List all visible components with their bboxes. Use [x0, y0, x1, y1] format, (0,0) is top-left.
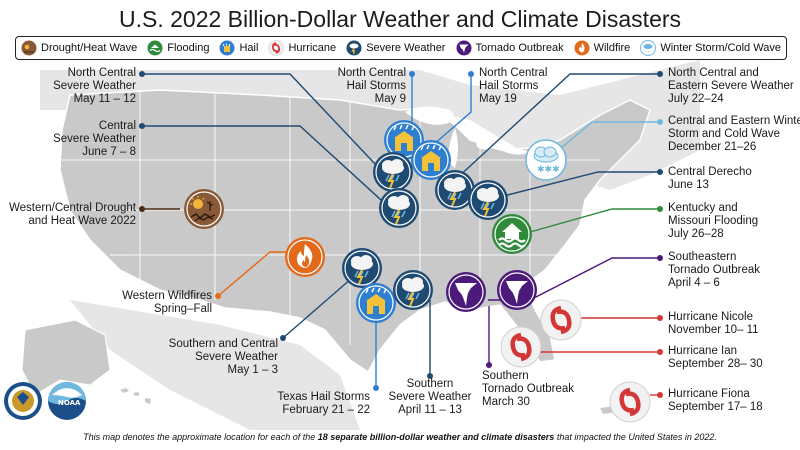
- severe-weather-icon-southern: [392, 269, 434, 311]
- legend-winter-storm-label: Winter Storm/Cold Wave: [660, 42, 781, 54]
- legend-flooding: Flooding: [147, 40, 209, 56]
- drought-icon-western: [183, 188, 225, 230]
- tornado-icon-southeastern: [496, 269, 538, 311]
- flood-icon-ky-mo: [490, 212, 534, 256]
- legend-severe-weather: Severe Weather: [346, 40, 445, 56]
- legend-tornado-label: Tornado Outbreak: [475, 42, 564, 54]
- label-southern-severe: Southern Severe Weather April 11 – 13: [388, 378, 472, 416]
- severe-weather-icon-southern-central: [341, 247, 383, 289]
- legend-drought-label: Drought/Heat Wave: [41, 42, 138, 54]
- label-ky-mo-flood: Kentucky and Missouri Flooding July 26–28: [668, 202, 759, 240]
- hurricane-icon-nicole: [541, 300, 581, 340]
- label-hurricane-fiona: Hurricane Fiona September 17– 18: [668, 388, 763, 413]
- label-se-tornado: Southeastern Tornado Outbreak April 4 – 6: [668, 251, 761, 289]
- commerce-seal-logo: [4, 382, 42, 420]
- legend-hail-label: Hail: [239, 42, 259, 54]
- svg-text:* * *: * * *: [645, 49, 652, 54]
- label-southern-tornado: Southern Tornado Outbreak March 30: [482, 370, 575, 408]
- wildfire-icon-western: [284, 236, 326, 278]
- label-texas-hail: Texas Hail Storms February 21 – 22: [277, 391, 370, 416]
- tornado-icon-southern: [445, 271, 487, 313]
- label-western-drought: Western/Central Drought and Heat Wave 202…: [9, 202, 136, 227]
- flood-icon: [147, 40, 163, 56]
- legend-severe-weather-label: Severe Weather: [366, 42, 446, 54]
- label-nc-hail-may19: North Central Hail Storms May 19: [479, 67, 548, 105]
- severe-weather-icon: [346, 40, 362, 56]
- hail-icon-texas: [355, 282, 397, 324]
- label-central-derecho: Central Derecho June 13: [668, 166, 752, 191]
- legend-flooding-label: Flooding: [167, 42, 210, 54]
- noaa-logo-text: NOAA: [58, 399, 81, 407]
- severe-weather-icon-central: [378, 187, 420, 229]
- winter-storm-icon: * * *: [640, 40, 657, 56]
- winter-storm-icon-ce: [525, 139, 567, 181]
- severe-weather-icon-north-central: [372, 151, 414, 193]
- label-southern-central-severe: Southern and Central Severe Weather May 1 …: [168, 338, 278, 376]
- label-central-severe: Central Severe Weather June 7 – 8: [53, 120, 136, 158]
- page-title: U.S. 2022 Billion-Dollar Weather and Cli…: [118, 6, 682, 32]
- label-nc-severe: North Central Severe Weather May 11 – 12: [53, 67, 136, 105]
- label-ce-winter: Central and Eastern Winter Storm and Cold…: [668, 115, 800, 153]
- label-nc-hail-may9: North Central Hail Storms May 9: [337, 67, 406, 105]
- us-basemap: [21, 60, 700, 430]
- severe-weather-icon-derecho: [467, 179, 509, 221]
- legend-winter-storm: * * * Winter Storm/Cold Wave: [640, 40, 781, 56]
- legend-wildfire: Wildfire: [574, 40, 631, 56]
- tornado-icon: [456, 40, 472, 56]
- legend-hurricane-label: Hurricane: [288, 42, 337, 54]
- leader-lines: [139, 71, 663, 398]
- legend-hurricane: Hurricane: [268, 40, 336, 56]
- legend-hail: Hail: [219, 40, 258, 56]
- footnote: This map denotes the approximate locatio…: [83, 432, 717, 442]
- noaa-logo: NOAA: [48, 382, 86, 420]
- hail-icon: [219, 40, 235, 56]
- label-nce-severe: North Central and Eastern Severe Weather J…: [668, 67, 794, 105]
- legend-wildfire-label: Wildfire: [593, 42, 631, 54]
- legend-drought: Drought/Heat Wave: [21, 40, 137, 56]
- wildfire-icon: [574, 40, 590, 56]
- hurricane-icon-ian: [501, 327, 541, 367]
- hurricane-icon-fiona: [610, 382, 650, 422]
- label-western-wildfires: Western Wildfires Spring–Fall: [122, 290, 212, 315]
- label-hurricane-ian: Hurricane Ian September 28– 30: [668, 345, 763, 370]
- legend-tornado: Tornado Outbreak: [456, 40, 564, 56]
- drought-icon: [21, 40, 37, 56]
- hurricane-icon: [268, 40, 285, 56]
- legend: Drought/Heat Wave Flooding Hail Hurrican…: [15, 36, 787, 60]
- label-hurricane-nicole: Hurricane Nicole November 10– 11: [668, 311, 759, 336]
